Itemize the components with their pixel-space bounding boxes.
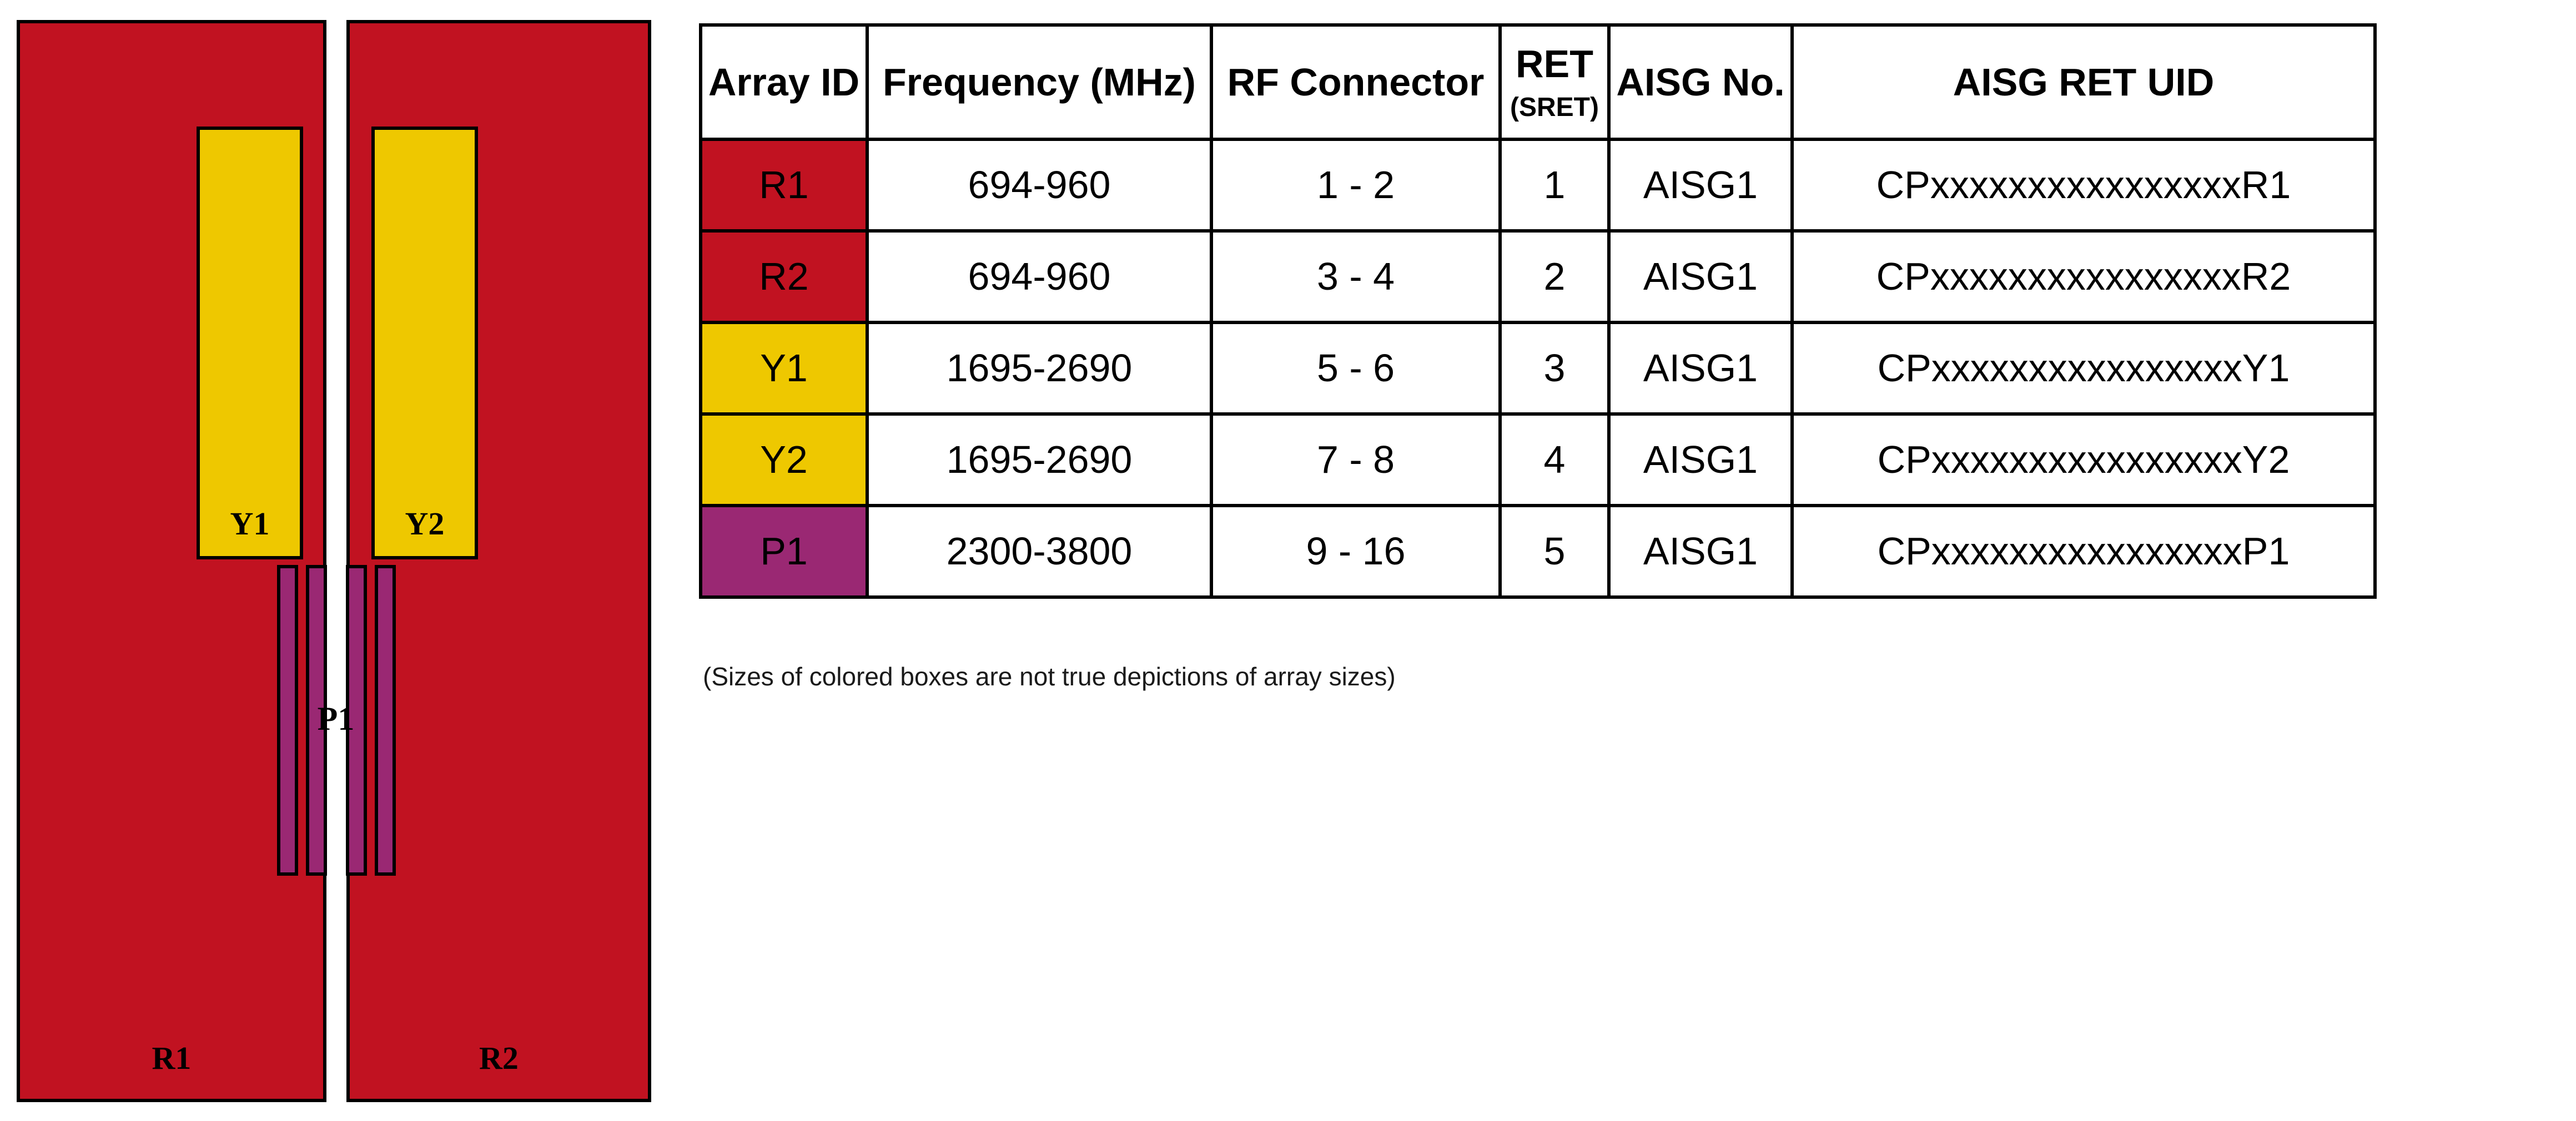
cell-rf-connector: 7 - 8	[1210, 412, 1502, 507]
header-aisg-no: AISG No.	[1607, 23, 1794, 141]
cell-aisg-no: AISG1	[1607, 229, 1794, 324]
cell-array-id: Y2	[699, 412, 869, 507]
cell-aisg-ret-uid: CPxxxxxxxxxxxxxxxxP1	[1790, 504, 2377, 599]
array-spec-table: Array ID Frequency (MHz) RF Connector RE…	[699, 23, 2377, 599]
yellow-array-box-y2	[371, 127, 478, 559]
table-row-p1: P1 2300-3800 9 - 16 5 AISG1 CPxxxxxxxxxx…	[699, 504, 2377, 599]
table-row-y2: Y2 1695-2690 7 - 8 4 AISG1 CPxxxxxxxxxxx…	[699, 412, 2377, 507]
cell-aisg-ret-uid: CPxxxxxxxxxxxxxxxxR1	[1790, 138, 2377, 233]
header-aisg-ret-uid: AISG RET UID	[1790, 23, 2377, 141]
cell-frequency: 2300-3800	[866, 504, 1213, 599]
cell-aisg-no: AISG1	[1607, 138, 1794, 233]
header-rf-connector: RF Connector	[1210, 23, 1502, 141]
header-ret-sub: (SRET)	[1510, 92, 1599, 122]
cell-rf-connector: 1 - 2	[1210, 138, 1502, 233]
cell-aisg-no: AISG1	[1607, 412, 1794, 507]
cell-frequency: 694-960	[866, 138, 1213, 233]
table-header-row: Array ID Frequency (MHz) RF Connector RE…	[699, 23, 2377, 141]
cell-aisg-no: AISG1	[1607, 504, 1794, 599]
cell-frequency: 694-960	[866, 229, 1213, 324]
cell-array-id: R2	[699, 229, 869, 324]
cell-rf-connector: 9 - 16	[1210, 504, 1502, 599]
purple-array-strip-4	[375, 565, 396, 876]
cell-aisg-no: AISG1	[1607, 321, 1794, 416]
cell-aisg-ret-uid: CPxxxxxxxxxxxxxxxxR2	[1790, 229, 2377, 324]
header-frequency: Frequency (MHz)	[866, 23, 1213, 141]
cell-array-id: Y1	[699, 321, 869, 416]
antenna-array-diagram: Y1 Y2 P1 R1 R2	[0, 0, 688, 1121]
cell-ret: 3	[1498, 321, 1611, 416]
cell-frequency: 1695-2690	[866, 321, 1213, 416]
table-row-r1: R1 694-960 1 - 2 1 AISG1 CPxxxxxxxxxxxxx…	[699, 138, 2377, 233]
cell-frequency: 1695-2690	[866, 412, 1213, 507]
purple-array-strip-2	[306, 565, 327, 876]
array-label-y1: Y1	[230, 506, 270, 542]
purple-array-strip-3	[346, 565, 367, 876]
array-label-y2: Y2	[405, 506, 445, 542]
array-label-r1: R1	[152, 1040, 192, 1076]
cell-ret: 1	[1498, 138, 1611, 233]
yellow-array-box-y1	[197, 127, 303, 559]
cell-rf-connector: 5 - 6	[1210, 321, 1502, 416]
cell-ret: 4	[1498, 412, 1611, 507]
purple-array-strip-1	[277, 565, 298, 876]
size-disclaimer-note: (Sizes of colored boxes are not true dep…	[703, 662, 1396, 691]
cell-rf-connector: 3 - 4	[1210, 229, 1502, 324]
cell-ret: 5	[1498, 504, 1611, 599]
header-array-id: Array ID	[699, 23, 869, 141]
header-ret: RET (SRET)	[1498, 23, 1611, 141]
array-label-r2: R2	[479, 1040, 519, 1076]
array-label-p1: P1	[317, 700, 355, 737]
cell-aisg-ret-uid: CPxxxxxxxxxxxxxxxxY2	[1790, 412, 2377, 507]
header-ret-main: RET	[1516, 42, 1593, 86]
cell-array-id: P1	[699, 504, 869, 599]
cell-array-id: R1	[699, 138, 869, 233]
table-row-y1: Y1 1695-2690 5 - 6 3 AISG1 CPxxxxxxxxxxx…	[699, 321, 2377, 416]
table-row-r2: R2 694-960 3 - 4 2 AISG1 CPxxxxxxxxxxxxx…	[699, 229, 2377, 324]
cell-ret: 2	[1498, 229, 1611, 324]
cell-aisg-ret-uid: CPxxxxxxxxxxxxxxxxY1	[1790, 321, 2377, 416]
